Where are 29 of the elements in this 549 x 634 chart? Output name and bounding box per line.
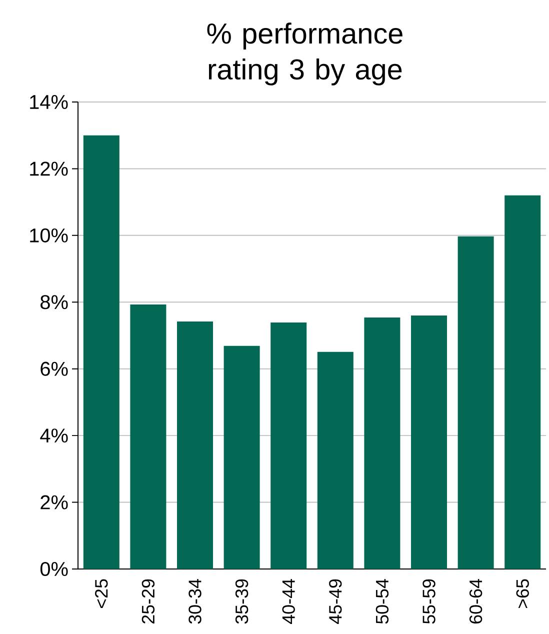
x-tick-label: >65 [516, 579, 529, 608]
x-tick-label: 25-29 [142, 579, 155, 624]
y-tick-label: 2% [40, 495, 68, 510]
bar [458, 236, 494, 569]
bar [130, 304, 166, 569]
x-tick-label: 60-64 [469, 579, 482, 624]
bar [177, 321, 213, 569]
y-tick-label: 0% [40, 562, 68, 576]
bar [411, 315, 448, 569]
bar [270, 322, 307, 569]
x-tick-label: 30-34 [188, 579, 202, 624]
x-tick-label: 40-44 [282, 579, 295, 624]
x-tick-label: 55-59 [422, 579, 436, 624]
bar [224, 346, 260, 569]
y-tick-label: 4% [40, 428, 68, 443]
x-tick-label: 50-54 [376, 579, 389, 624]
y-tick-label: 6% [40, 362, 68, 376]
y-tick-label: 12% [30, 162, 68, 176]
y-tick-label: 14% [30, 95, 68, 109]
bar [364, 317, 400, 569]
x-tick-label: 45-49 [329, 579, 342, 624]
bar [317, 352, 354, 569]
x-tick-label: <25 [95, 579, 108, 608]
y-tick-label: 8% [40, 295, 68, 310]
x-tick-label: 35-39 [235, 579, 248, 624]
bar [504, 195, 541, 569]
bar [83, 135, 120, 569]
y-tick-label: 10% [30, 228, 68, 242]
chart-title: % performance rating 3 by age [207, 22, 402, 86]
